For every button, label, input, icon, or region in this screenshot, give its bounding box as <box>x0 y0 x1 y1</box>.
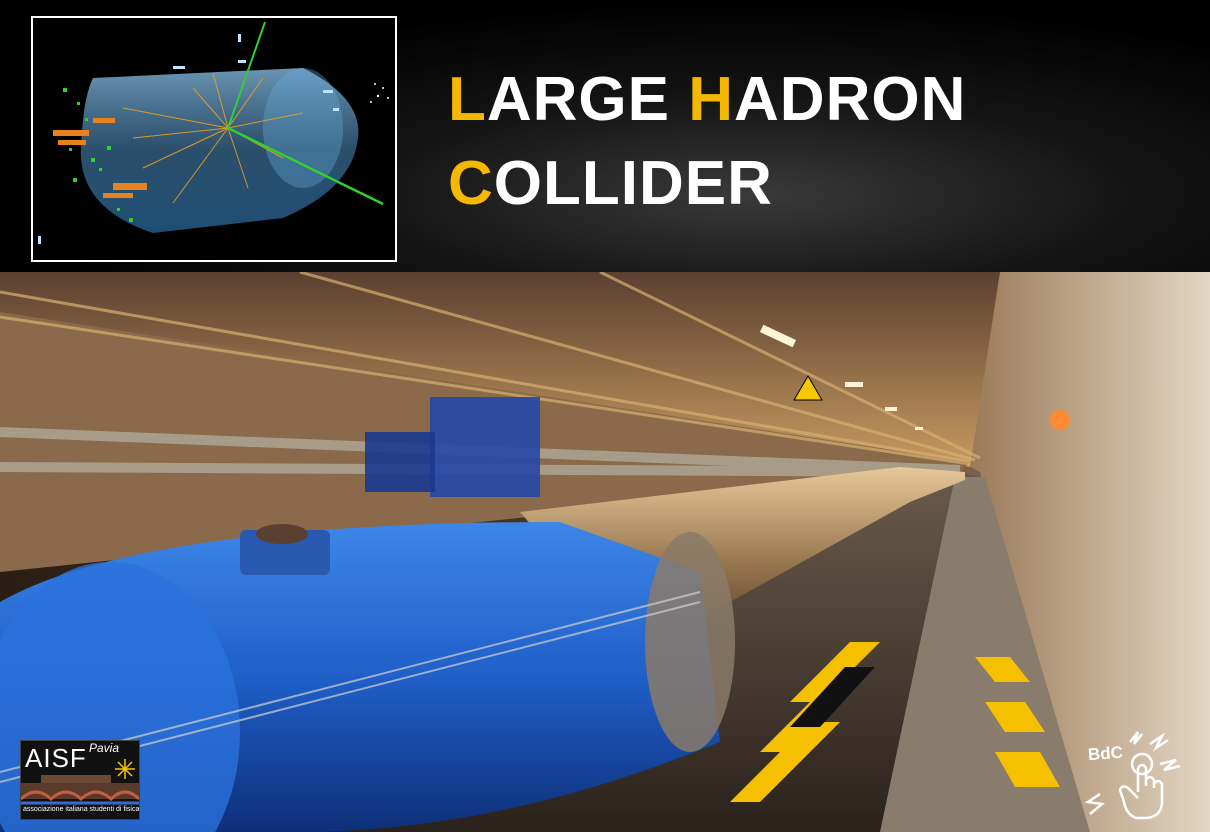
pointing-hand-icon <box>1084 731 1181 820</box>
title-line-2: COLLIDER <box>448 149 773 218</box>
star-icon <box>115 759 135 779</box>
aisf-city: Pavia <box>89 741 120 755</box>
bdc-label: BdC <box>1087 742 1124 765</box>
bdc-logo: BdC <box>1080 724 1190 824</box>
collision-event-display <box>31 16 397 262</box>
aisf-name: AISF <box>25 743 87 773</box>
lhc-tunnel-photo <box>0 272 1210 832</box>
aisf-pavia-logo: AISF Pavia associazione italiana student… <box>20 740 140 820</box>
bridge-icon <box>21 775 139 805</box>
aisf-tagline: associazione italiana studenti di fisica <box>23 806 140 813</box>
title-line-1: LARGE HADRON <box>448 65 967 134</box>
page-title: LARGE HADRON COLLIDER <box>448 58 966 226</box>
title-banner: LARGE HADRON COLLIDER <box>0 0 1210 272</box>
detector-event-graphic <box>38 21 389 244</box>
